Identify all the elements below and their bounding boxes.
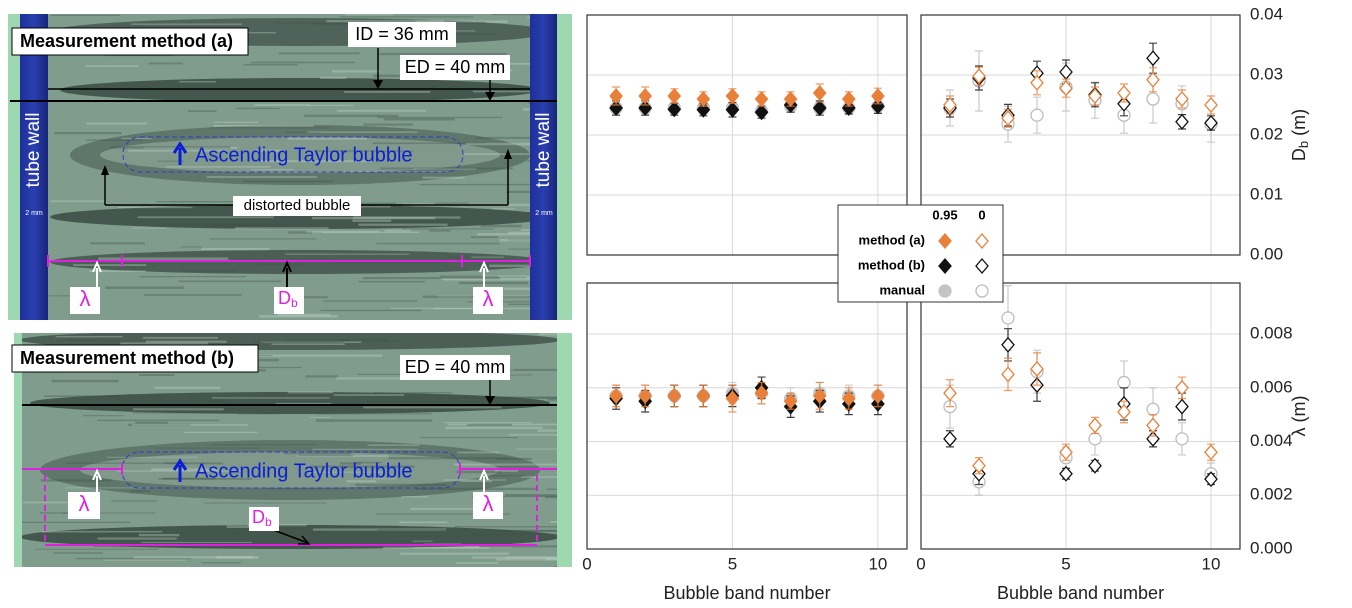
y-label-text: λ (m): [1289, 396, 1309, 437]
chart-panel: 0.000 0.002 0.004 0.006 0.008 0 5 10 Bubble band…: [916, 283, 1308, 603]
lambda-label: λ: [483, 286, 494, 311]
panel-title: Measurement method (b): [20, 348, 234, 368]
legend-label: method (a): [859, 232, 925, 247]
lambda-label: λ: [79, 491, 90, 516]
distorted-label: distorted bubble: [244, 197, 351, 214]
x-tick-label: 5: [1061, 554, 1070, 573]
x-axis-label: Bubble band number: [663, 583, 830, 603]
legend: 0.95 0 method (a) method (b) manual: [838, 205, 1003, 302]
ed-label: ED = 40 mm: [405, 357, 506, 377]
db-sub: b: [291, 296, 298, 310]
plot-area: [921, 283, 1240, 549]
y-tick-label: 0.004: [1250, 431, 1293, 450]
x-tick-label: 5: [728, 554, 737, 573]
y-tick-label: 0.00: [1250, 244, 1283, 263]
id-label: ID = 36 mm: [355, 24, 449, 44]
wall-label: tube wall: [23, 113, 44, 188]
bubble-label: Ascending Taylor bubble: [195, 144, 413, 166]
marker: [1176, 433, 1188, 445]
legend-marker: [939, 285, 951, 297]
y-tick-label: 0.002: [1250, 485, 1293, 504]
x-tick-label: 10: [868, 554, 887, 573]
y-tick-label: 0.01: [1250, 184, 1283, 203]
legend-label: manual: [879, 282, 925, 297]
legend-column: 0: [978, 207, 985, 222]
y-label-text: D: [1289, 148, 1309, 161]
y-label-sub: b: [1296, 141, 1311, 148]
marker: [1147, 403, 1159, 415]
y-tick-label: 0.008: [1250, 324, 1293, 343]
x-axis-label: Bubble band number: [997, 583, 1164, 603]
y-label-unit: (m): [1289, 109, 1309, 141]
marker: [1089, 433, 1101, 445]
charts: 0.00 0.01 0.02 0.03 0.04 Db (m) 0 5 10 Bubble ban…: [582, 4, 1311, 602]
y-axis-label: Db (m): [1289, 109, 1312, 161]
marker: [1147, 93, 1159, 105]
lambda-label: λ: [483, 491, 494, 516]
x-tick-label: 0: [582, 554, 591, 573]
y-tick-label: 0.000: [1250, 538, 1293, 557]
db-main: D: [252, 507, 265, 527]
bubble-label: Ascending Taylor bubble: [195, 460, 413, 482]
plot-area: [587, 283, 907, 549]
marker: [1118, 376, 1130, 388]
image-panel-a: tube wall tube wall 2 mm 2 mm Measuremen…: [8, 14, 662, 320]
y-tick-label: 0.03: [1250, 64, 1283, 83]
y-tick-label: 0.04: [1250, 4, 1283, 23]
y-axis-label: λ (m): [1289, 396, 1309, 437]
y-tick-label: 0.006: [1250, 377, 1293, 396]
scale-label: 2 mm: [25, 210, 43, 217]
scale-label: 2 mm: [535, 210, 553, 217]
image-panel-b: Measurement method (b) ED = 40 mm Ascend…: [12, 330, 667, 567]
legend-label: method (b): [858, 257, 925, 272]
ed-label: ED = 40 mm: [405, 57, 506, 77]
legend-marker: [976, 285, 988, 297]
y-tick-label: 0.02: [1250, 124, 1283, 143]
chart-panel: 0 5 10 Bubble band number: [582, 283, 907, 603]
marker: [1002, 312, 1014, 324]
wall-label: tube wall: [533, 113, 554, 188]
x-tick-label: 0: [916, 554, 925, 573]
db-sub: b: [265, 515, 272, 529]
legend-column: 0.95: [932, 207, 957, 222]
db-main: D: [278, 288, 291, 308]
x-tick-label: 10: [1202, 554, 1221, 573]
panel-title: Measurement method (a): [20, 31, 233, 51]
marker: [1031, 109, 1043, 121]
figure: tube wall tube wall 2 mm 2 mm Measuremen…: [0, 0, 1352, 608]
lambda-label: λ: [80, 286, 91, 311]
